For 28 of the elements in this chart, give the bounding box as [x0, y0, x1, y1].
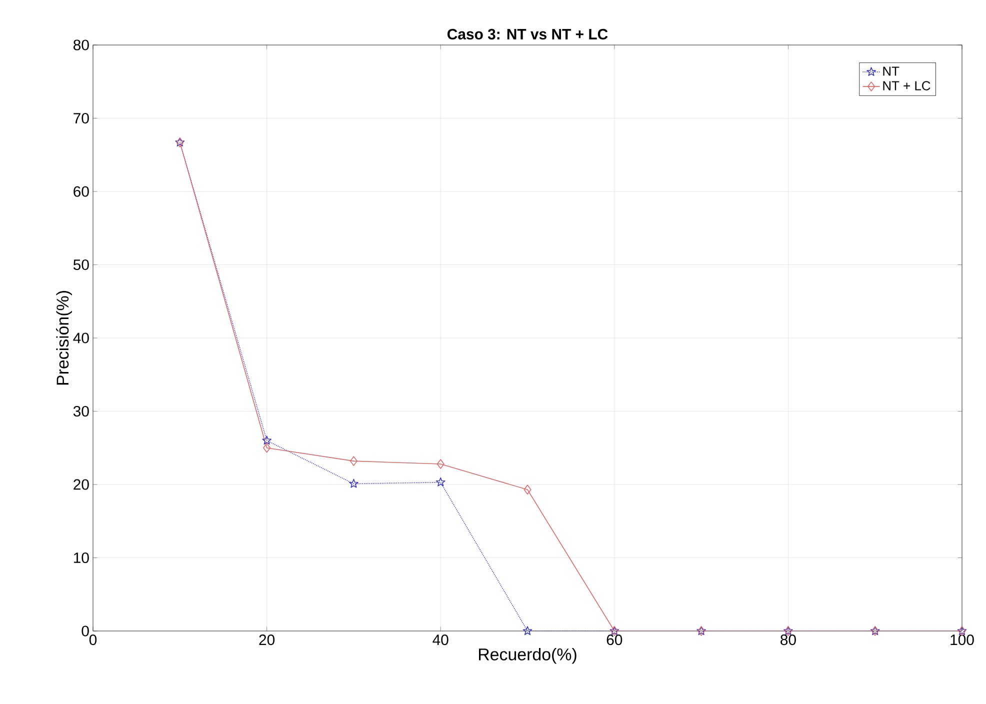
point	[436, 459, 444, 469]
x-tick-label: 60	[606, 634, 622, 646]
point	[522, 626, 532, 636]
point	[524, 484, 532, 495]
y-tick-label: 20	[74, 479, 89, 490]
point	[350, 456, 358, 466]
x-tick-label: 80	[780, 634, 796, 646]
x-tick-label: 20	[259, 634, 275, 646]
point	[349, 478, 358, 488]
x-tick-label: 100	[950, 634, 974, 646]
y-tick-label: 60	[74, 186, 89, 197]
x-tick-label: 40	[432, 634, 448, 646]
y-tick-label: 80	[74, 40, 89, 50]
y-tick-label: 10	[74, 552, 89, 564]
y-axis-title: Precisión(%)	[56, 291, 72, 385]
point	[436, 477, 446, 486]
y-tick-label: 70	[74, 112, 89, 124]
x-axis-title: Recuerdo(%)	[479, 648, 576, 664]
legend-label: NT	[883, 66, 900, 76]
point	[262, 436, 272, 445]
legend-label: NT + LC	[883, 81, 930, 90]
y-tick-label: 0	[82, 626, 89, 636]
chart-title: Caso 3: NT vs NT + LC	[447, 28, 608, 40]
x-tick-label: 0	[89, 634, 97, 646]
y-tick-label: 50	[73, 259, 89, 270]
y-tick-label: 40	[73, 332, 89, 344]
point	[263, 442, 271, 453]
y-tick-label: 30	[73, 406, 89, 417]
